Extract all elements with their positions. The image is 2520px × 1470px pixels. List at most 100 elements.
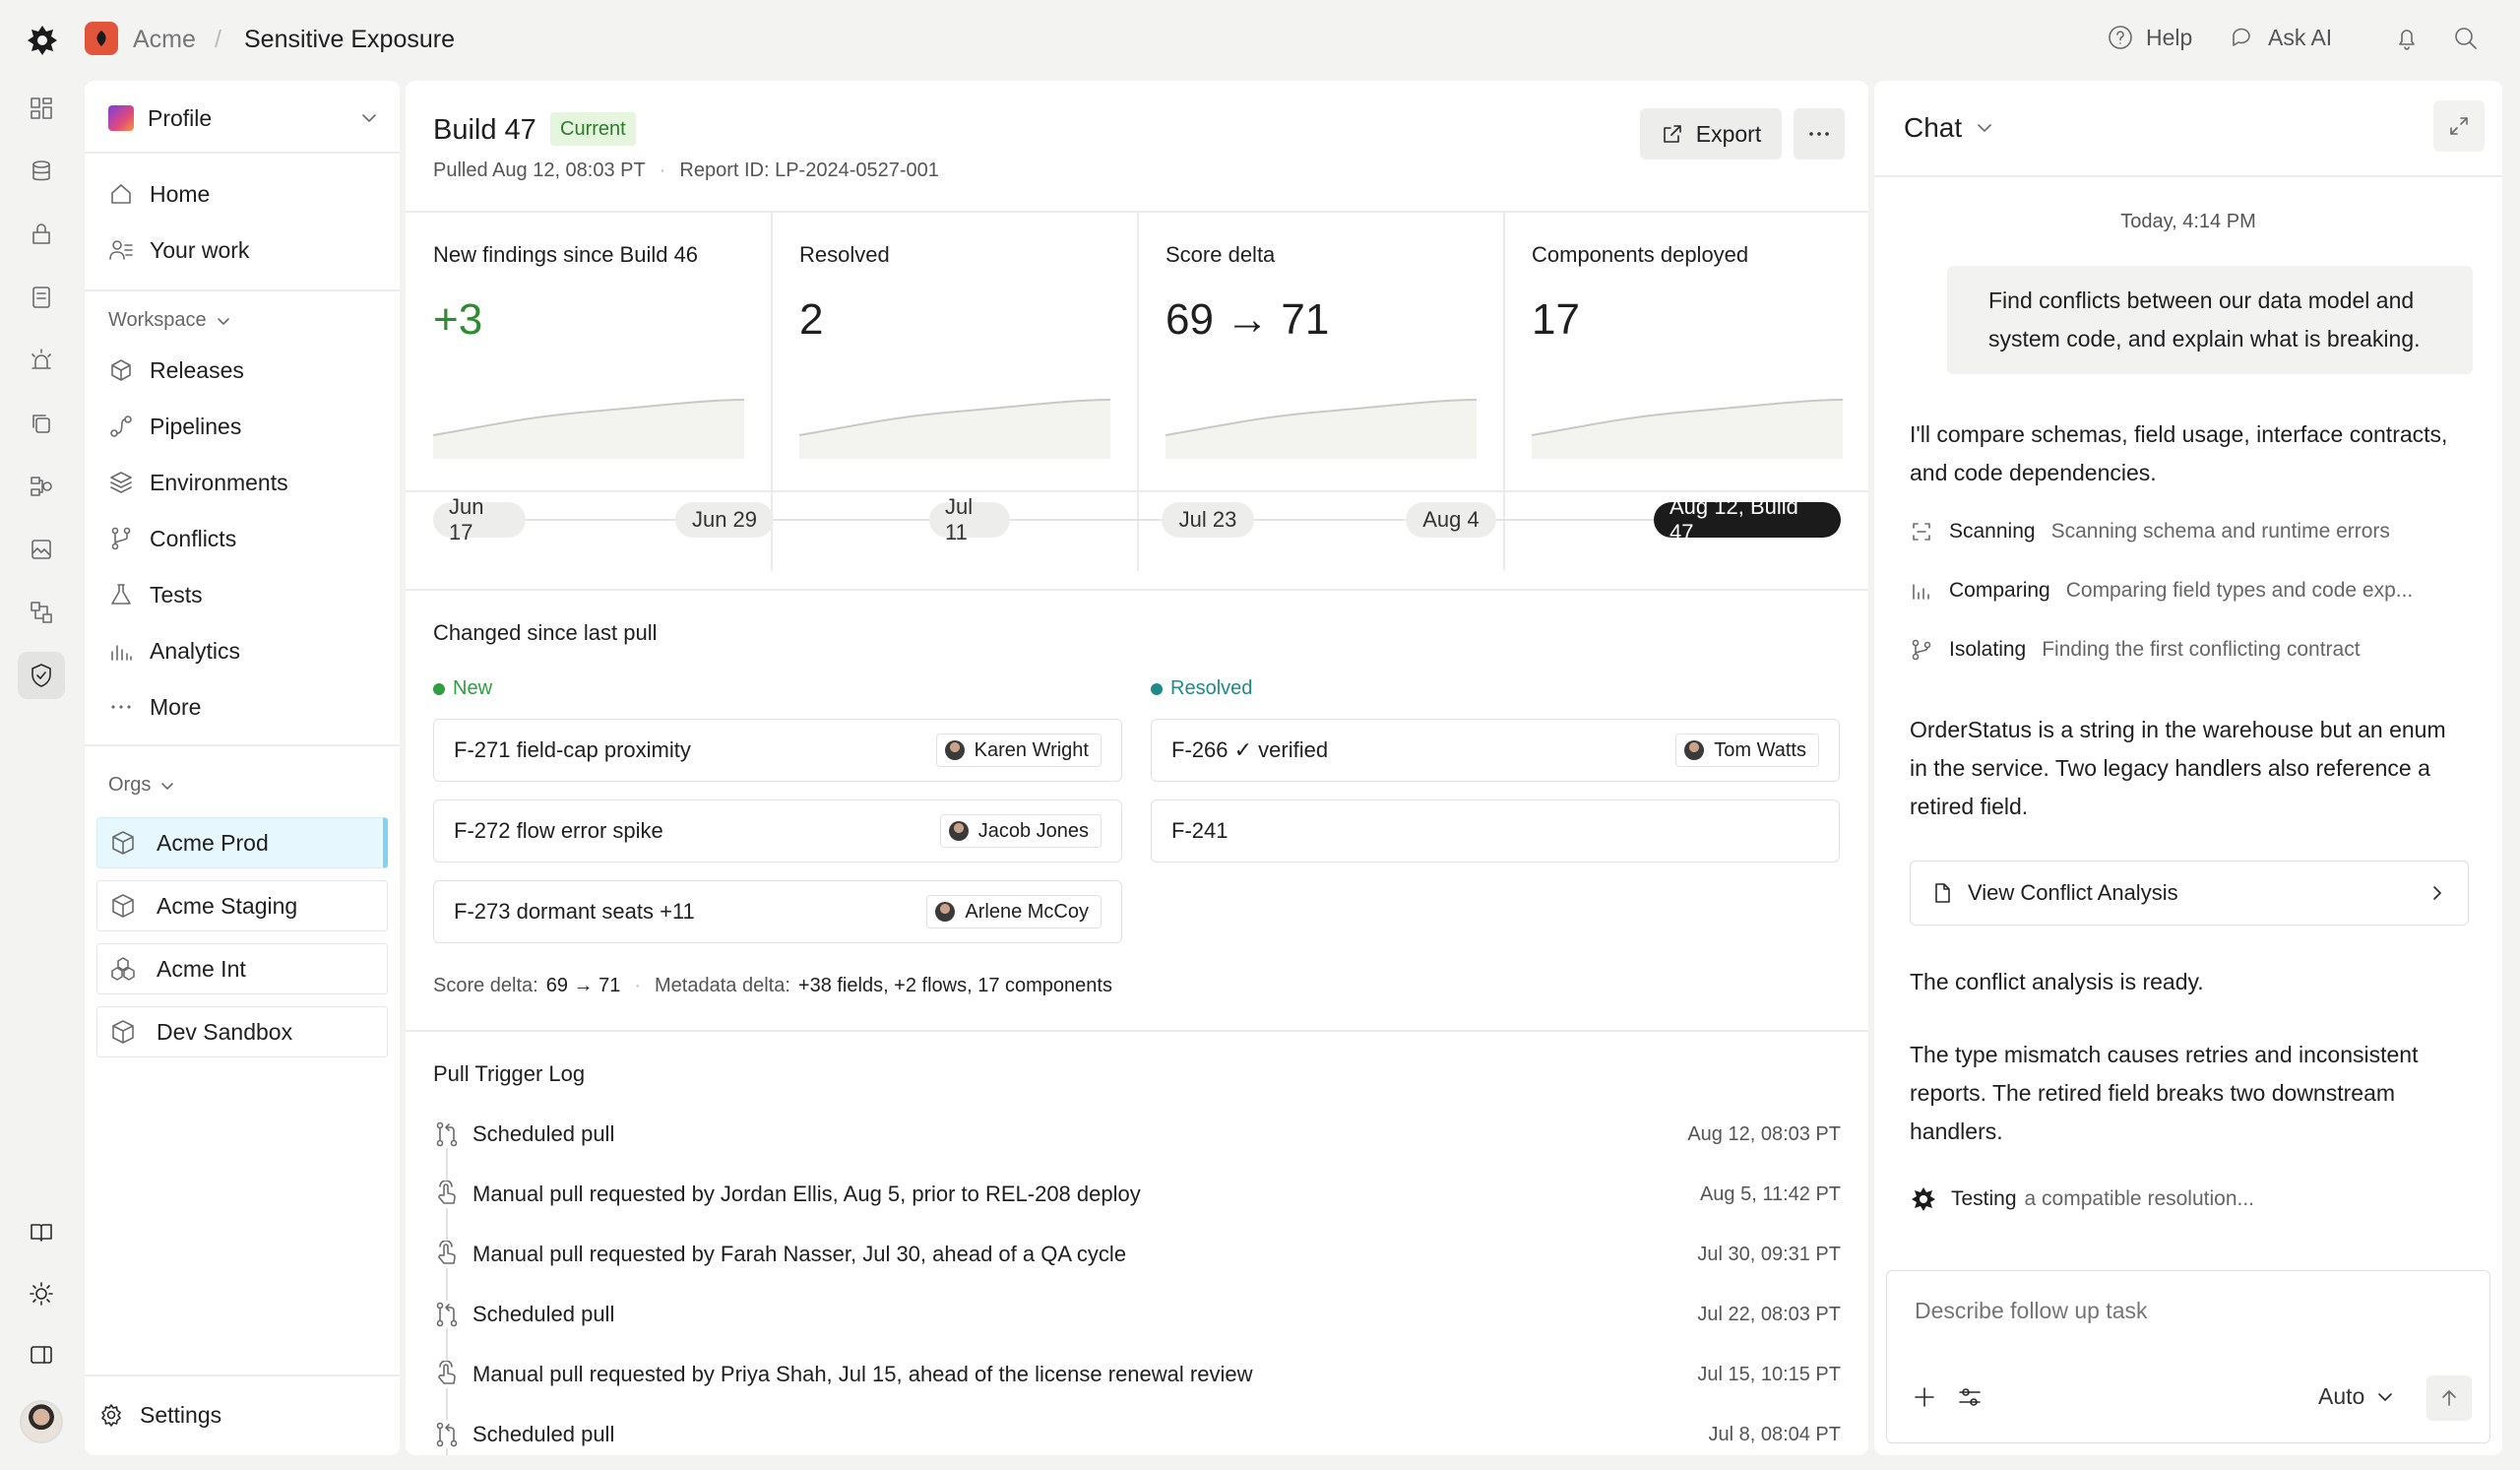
- more-options-button[interactable]: [1794, 108, 1845, 160]
- rail-dashboard-icon[interactable]: [18, 85, 65, 132]
- log-row[interactable]: Scheduled pull Jul 8, 08:04 PT: [433, 1405, 1841, 1455]
- changes-title: Changed since last pull: [433, 620, 658, 645]
- timeline-pill-jul-23[interactable]: Jul 23: [1162, 502, 1254, 538]
- sidebar-item-conflicts[interactable]: Conflicts: [85, 514, 400, 563]
- settings-button[interactable]: Settings: [85, 1390, 400, 1439]
- org-item-dev-sandbox[interactable]: Dev Sandbox: [96, 1006, 388, 1057]
- help-icon: [2109, 26, 2132, 49]
- timeline-label: Aug 12, Build 47: [1670, 494, 1798, 544]
- mode-label: Auto: [2318, 1383, 2365, 1409]
- finding-card[interactable]: F-272 flow error spike Jacob Jones: [433, 799, 1122, 863]
- finding-id: F-272 flow error spike: [454, 818, 663, 843]
- rail-lock-icon[interactable]: [18, 211, 65, 258]
- send-button[interactable]: [2426, 1375, 2472, 1421]
- sidebar-item-pipelines[interactable]: Pipelines: [85, 402, 400, 451]
- log-row[interactable]: Scheduled pull Jul 22, 08:03 PT: [433, 1285, 1841, 1344]
- ask-ai-label: Ask AI: [2268, 24, 2333, 50]
- sidebar-item-environments[interactable]: Environments: [85, 458, 400, 507]
- log-text: Scheduled pull: [472, 1422, 615, 1446]
- owner-tag[interactable]: Jacob Jones: [939, 814, 1102, 848]
- sparkline: [433, 399, 744, 459]
- rail-panel-icon[interactable]: [18, 1331, 65, 1378]
- rail-workflow-icon[interactable]: [18, 463, 65, 510]
- timeline: Jun 17 Jun 29 Jul 11 Jul 23 Aug 4 Aug 12…: [433, 494, 1841, 544]
- owner-tag[interactable]: Tom Watts: [1675, 734, 1819, 767]
- timeline-pill-jun-29[interactable]: Jun 29: [675, 502, 774, 538]
- options-button[interactable]: [1956, 1383, 1984, 1411]
- testing-status: Testing a compatible resolution...: [1910, 1185, 2254, 1213]
- log-row[interactable]: Scheduled pull Aug 12, 08:03 PT: [433, 1105, 1841, 1164]
- help-button[interactable]: Help: [2107, 24, 2192, 51]
- add-attachment-button[interactable]: [1911, 1383, 1938, 1411]
- breadcrumb-org[interactable]: Acme: [133, 26, 196, 53]
- sidebar-item-more[interactable]: More: [85, 682, 400, 732]
- log-row[interactable]: Manual pull requested by Farah Nasser, J…: [433, 1225, 1841, 1284]
- timeline-label: Jul 23: [1178, 507, 1237, 532]
- sparkline: [799, 399, 1110, 459]
- profile-selector[interactable]: Profile: [108, 100, 380, 136]
- chevron-down-icon: [217, 317, 229, 325]
- rail-alert-icon[interactable]: [18, 337, 65, 384]
- org-item-acme-prod[interactable]: Acme Prod: [96, 817, 388, 868]
- bell-icon[interactable]: [2392, 24, 2422, 53]
- rail-database-icon[interactable]: [18, 148, 65, 195]
- sidebar-item-home[interactable]: Home: [85, 169, 400, 219]
- sidebar-item-tests[interactable]: Tests: [85, 570, 400, 619]
- log-row[interactable]: Manual pull requested by Jordan Ellis, A…: [433, 1165, 1841, 1224]
- resolved-card[interactable]: F-266 ✓ verified Tom Watts: [1151, 719, 1840, 782]
- search-icon[interactable]: [2451, 24, 2481, 53]
- sidebar-item-your-work[interactable]: Your work: [85, 225, 400, 275]
- report-id: Report ID: LP-2024-0527-001: [679, 160, 939, 181]
- app-logo-icon[interactable]: [26, 24, 59, 57]
- metric-value: 69 → 71: [1166, 295, 1330, 344]
- sidebar-item-releases[interactable]: Releases: [85, 346, 400, 395]
- rail-image-icon[interactable]: [18, 526, 65, 573]
- ask-ai-button[interactable]: Ask AI: [2229, 24, 2332, 51]
- rail-integrations-icon[interactable]: [18, 589, 65, 636]
- owner-name: Jacob Jones: [977, 819, 1089, 842]
- scheduled-pull-icon: [433, 1120, 461, 1148]
- chat-title: Chat: [1904, 112, 1963, 143]
- finding-card[interactable]: F-273 dormant seats +11 Arlene McCoy: [433, 880, 1122, 943]
- sidebar-item-analytics[interactable]: Analytics: [85, 626, 400, 675]
- expand-button[interactable]: [2433, 100, 2485, 152]
- workspace-label: Workspace: [108, 309, 207, 331]
- timeline-pill-aug-12[interactable]: Aug 12, Build 47: [1654, 494, 1841, 544]
- sidebar-item-label: More: [150, 693, 202, 720]
- bar-chart-icon: [111, 645, 132, 661]
- rail-copy-icon[interactable]: [18, 400, 65, 447]
- analysis-link-label: View Conflict Analysis: [1968, 880, 2178, 905]
- timeline-pill-jun-17[interactable]: Jun 17: [433, 494, 526, 544]
- owner-tag[interactable]: Karen Wright: [935, 734, 1102, 767]
- org-avatar-icon[interactable]: [85, 22, 118, 55]
- timeline-pill-aug-4[interactable]: Aug 4: [1406, 502, 1496, 538]
- cubes-icon: [111, 957, 135, 981]
- rail-theme-icon[interactable]: [18, 1270, 65, 1317]
- view-conflict-analysis-button[interactable]: View Conflict Analysis: [1910, 861, 2469, 926]
- workspace-section-toggle[interactable]: Workspace: [108, 309, 232, 332]
- org-label: Acme Prod: [157, 829, 269, 856]
- top-bar: Acme / Sensitive Exposure Help Ask AI: [0, 0, 2520, 81]
- org-label: Dev Sandbox: [157, 1018, 293, 1045]
- user-avatar[interactable]: [20, 1400, 63, 1443]
- owner-tag[interactable]: Arlene McCoy: [926, 895, 1102, 928]
- divider: [85, 152, 400, 154]
- chat-title-dropdown[interactable]: Chat: [1904, 112, 1995, 144]
- org-item-acme-staging[interactable]: Acme Staging: [96, 880, 388, 931]
- finding-card[interactable]: F-271 field-cap proximity Karen Wright: [433, 719, 1122, 782]
- log-time: Aug 5, 11:42 PT: [1699, 1182, 1841, 1205]
- org-item-acme-int[interactable]: Acme Int: [96, 943, 388, 994]
- rail-document-icon[interactable]: [18, 274, 65, 321]
- timeline-pill-jul-11[interactable]: Jul 11: [929, 494, 1010, 544]
- follow-up-input[interactable]: [1915, 1291, 2466, 1330]
- pipeline-icon: [110, 415, 132, 437]
- finding-id: F-273 dormant seats +11: [454, 899, 695, 924]
- resolved-card[interactable]: F-241: [1151, 799, 1840, 863]
- orgs-section-toggle[interactable]: Orgs: [108, 774, 176, 797]
- mode-selector[interactable]: Auto: [2318, 1383, 2396, 1410]
- log-row[interactable]: Manual pull requested by Priya Shah, Jul…: [433, 1345, 1841, 1404]
- rail-security-icon[interactable]: [18, 652, 65, 699]
- export-button[interactable]: Export: [1640, 108, 1782, 160]
- chat-bubble-icon: [2233, 28, 2250, 46]
- rail-book-icon[interactable]: [18, 1209, 65, 1256]
